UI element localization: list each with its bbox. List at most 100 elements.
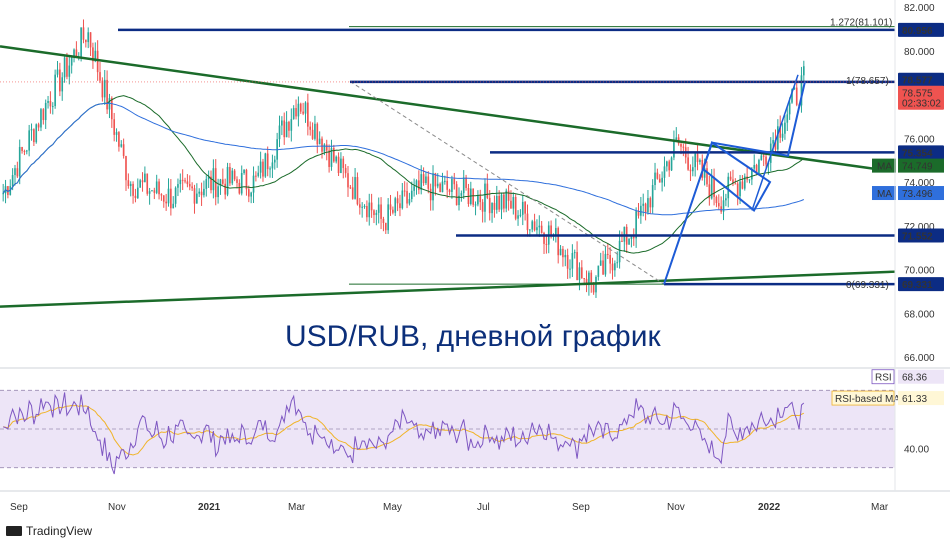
tradingview-logo[interactable]: TradingView [6,524,92,538]
candle-body [507,190,510,201]
candle-body [47,101,49,103]
candle-body [134,195,137,198]
fib-dashed-line [349,80,665,285]
candle-body [252,175,255,193]
candle-body [193,188,196,204]
candle-body [273,159,276,163]
candle-body [262,161,264,177]
candle-body [741,181,744,189]
candle-body [328,150,330,167]
candle-body [148,191,151,194]
candle-body [564,254,567,258]
candle-body [238,182,241,194]
candle-body [366,206,368,218]
candle-body [519,214,522,216]
candle-body [682,146,685,148]
candle-body [795,87,798,105]
candle-body [160,194,163,196]
candle-body [623,226,626,242]
candle-body [510,200,512,209]
candle-body [786,114,789,123]
candle-body [373,210,375,216]
candle-body [538,225,541,228]
candle-body [264,153,267,177]
candle-body [748,179,751,181]
candle-body [179,179,182,185]
level-price-tag [898,277,944,292]
ma-name-label: MA [877,162,892,173]
candle-body [184,180,186,182]
candle-body [694,153,697,168]
ma-name-tag [872,158,896,173]
candle-body [40,109,42,128]
candle-body [451,178,453,192]
candle-body [231,170,234,184]
candle-body [389,204,392,210]
candle-body [647,198,649,213]
candle-body [120,144,123,147]
candle-body [295,108,297,117]
candle-body [307,102,309,127]
candle-body [337,156,340,174]
level-price-tag [898,228,944,243]
candle-body [531,221,534,230]
candle-body [269,168,271,170]
candle-body [571,253,574,269]
candle-body [573,252,576,254]
x-tick-label: 2022 [758,502,781,513]
candle-body [75,49,78,58]
candle-body [729,176,732,180]
candle-body [703,168,706,178]
candle-body [699,159,701,163]
level-price-tag [898,72,944,87]
candle-body [592,282,595,293]
candle-body [162,195,165,202]
y-tick-label: 80.000 [904,47,935,58]
candle-body [188,184,191,187]
candle-body [606,253,609,255]
candle-body [42,109,45,121]
candle-body [715,196,718,204]
candle-body [739,181,741,197]
candle-body [441,181,444,193]
candle-body [349,187,352,189]
candle-body [784,122,786,134]
candle-body [661,177,663,183]
candle-body [559,248,562,256]
candle-body [514,197,517,219]
rsi-value-tag [898,369,944,384]
current-price-tag [898,85,944,110]
candle-body [621,240,623,242]
candle-body [396,198,399,204]
candle-body [330,148,333,167]
candle-body [791,89,793,103]
candle-body [151,190,153,192]
candle-body [165,201,167,204]
fib-label: 0(69.331) [846,280,889,291]
candle-body [380,204,382,219]
candle-body [177,184,179,188]
candle-body [725,198,727,201]
candle-body [758,160,760,174]
candle-body [802,66,805,76]
candle-body [503,194,505,209]
candle-body [144,173,146,183]
ma-slow-line [2,102,804,216]
ma-value-tag [898,186,944,201]
candle-body [368,202,371,218]
ma-fast-line [2,95,805,254]
candle-body [779,126,782,138]
candle-body [432,173,434,201]
candle-body [198,191,201,194]
candle-body [356,177,359,205]
ma-value-label: 74.749 [902,162,933,173]
candle-body [66,57,68,77]
candle-body [347,173,349,188]
candle-body [113,119,116,135]
candle-body [85,39,87,43]
candle-body [139,180,141,188]
candle-body [755,164,758,174]
candle-body [221,179,224,184]
